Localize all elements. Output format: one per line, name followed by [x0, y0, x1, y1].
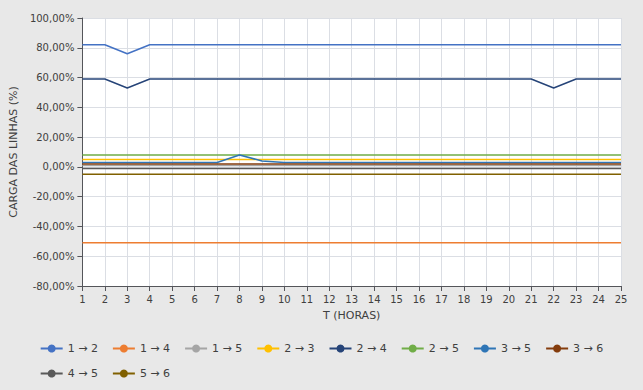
svg-text:21: 21	[525, 294, 538, 305]
svg-text:-80,00%: -80,00%	[33, 281, 75, 292]
svg-text:1: 1	[79, 294, 85, 305]
svg-text:2: 2	[102, 294, 108, 305]
svg-text:0,00%: 0,00%	[43, 161, 75, 172]
svg-text:1 → 5: 1 → 5	[212, 342, 242, 355]
svg-text:13: 13	[345, 294, 358, 305]
svg-text:23: 23	[570, 294, 583, 305]
svg-text:15: 15	[390, 294, 403, 305]
svg-text:16: 16	[413, 294, 426, 305]
svg-text:18: 18	[458, 294, 471, 305]
svg-text:1 → 4: 1 → 4	[140, 342, 170, 355]
svg-text:20,00%: 20,00%	[36, 132, 74, 143]
svg-text:T (HORAS): T (HORAS)	[322, 309, 380, 322]
svg-text:4 → 5: 4 → 5	[68, 367, 98, 380]
svg-text:-60,00%: -60,00%	[33, 251, 75, 262]
svg-text:80,00%: 80,00%	[36, 42, 74, 53]
svg-text:40,00%: 40,00%	[36, 102, 74, 113]
svg-text:19: 19	[480, 294, 493, 305]
svg-text:24: 24	[592, 294, 605, 305]
svg-text:5 → 6: 5 → 6	[140, 367, 170, 380]
svg-text:2 → 3: 2 → 3	[284, 342, 314, 355]
svg-text:7: 7	[214, 294, 220, 305]
svg-text:-20,00%: -20,00%	[33, 191, 75, 202]
svg-text:5: 5	[169, 294, 175, 305]
svg-text:12: 12	[323, 294, 336, 305]
svg-text:3 → 5: 3 → 5	[501, 342, 531, 355]
svg-text:10: 10	[278, 294, 291, 305]
svg-text:100,00%: 100,00%	[30, 13, 75, 24]
svg-text:-40,00%: -40,00%	[33, 221, 75, 232]
svg-text:2 → 4: 2 → 4	[357, 342, 387, 355]
svg-text:60,00%: 60,00%	[36, 72, 74, 83]
svg-text:9: 9	[259, 294, 265, 305]
svg-text:20: 20	[502, 294, 515, 305]
svg-text:11: 11	[300, 294, 313, 305]
svg-text:2 → 5: 2 → 5	[429, 342, 459, 355]
svg-text:3 → 6: 3 → 6	[573, 342, 603, 355]
svg-text:3: 3	[124, 294, 130, 305]
svg-text:6: 6	[191, 294, 197, 305]
svg-text:CARGA DAS LINHAS (%): CARGA DAS LINHAS (%)	[7, 86, 20, 218]
svg-text:8: 8	[236, 294, 242, 305]
svg-text:22: 22	[547, 294, 560, 305]
svg-text:14: 14	[368, 294, 381, 305]
svg-text:25: 25	[615, 294, 628, 305]
svg-text:17: 17	[435, 294, 448, 305]
svg-text:1 → 2: 1 → 2	[68, 342, 98, 355]
svg-text:4: 4	[147, 294, 153, 305]
